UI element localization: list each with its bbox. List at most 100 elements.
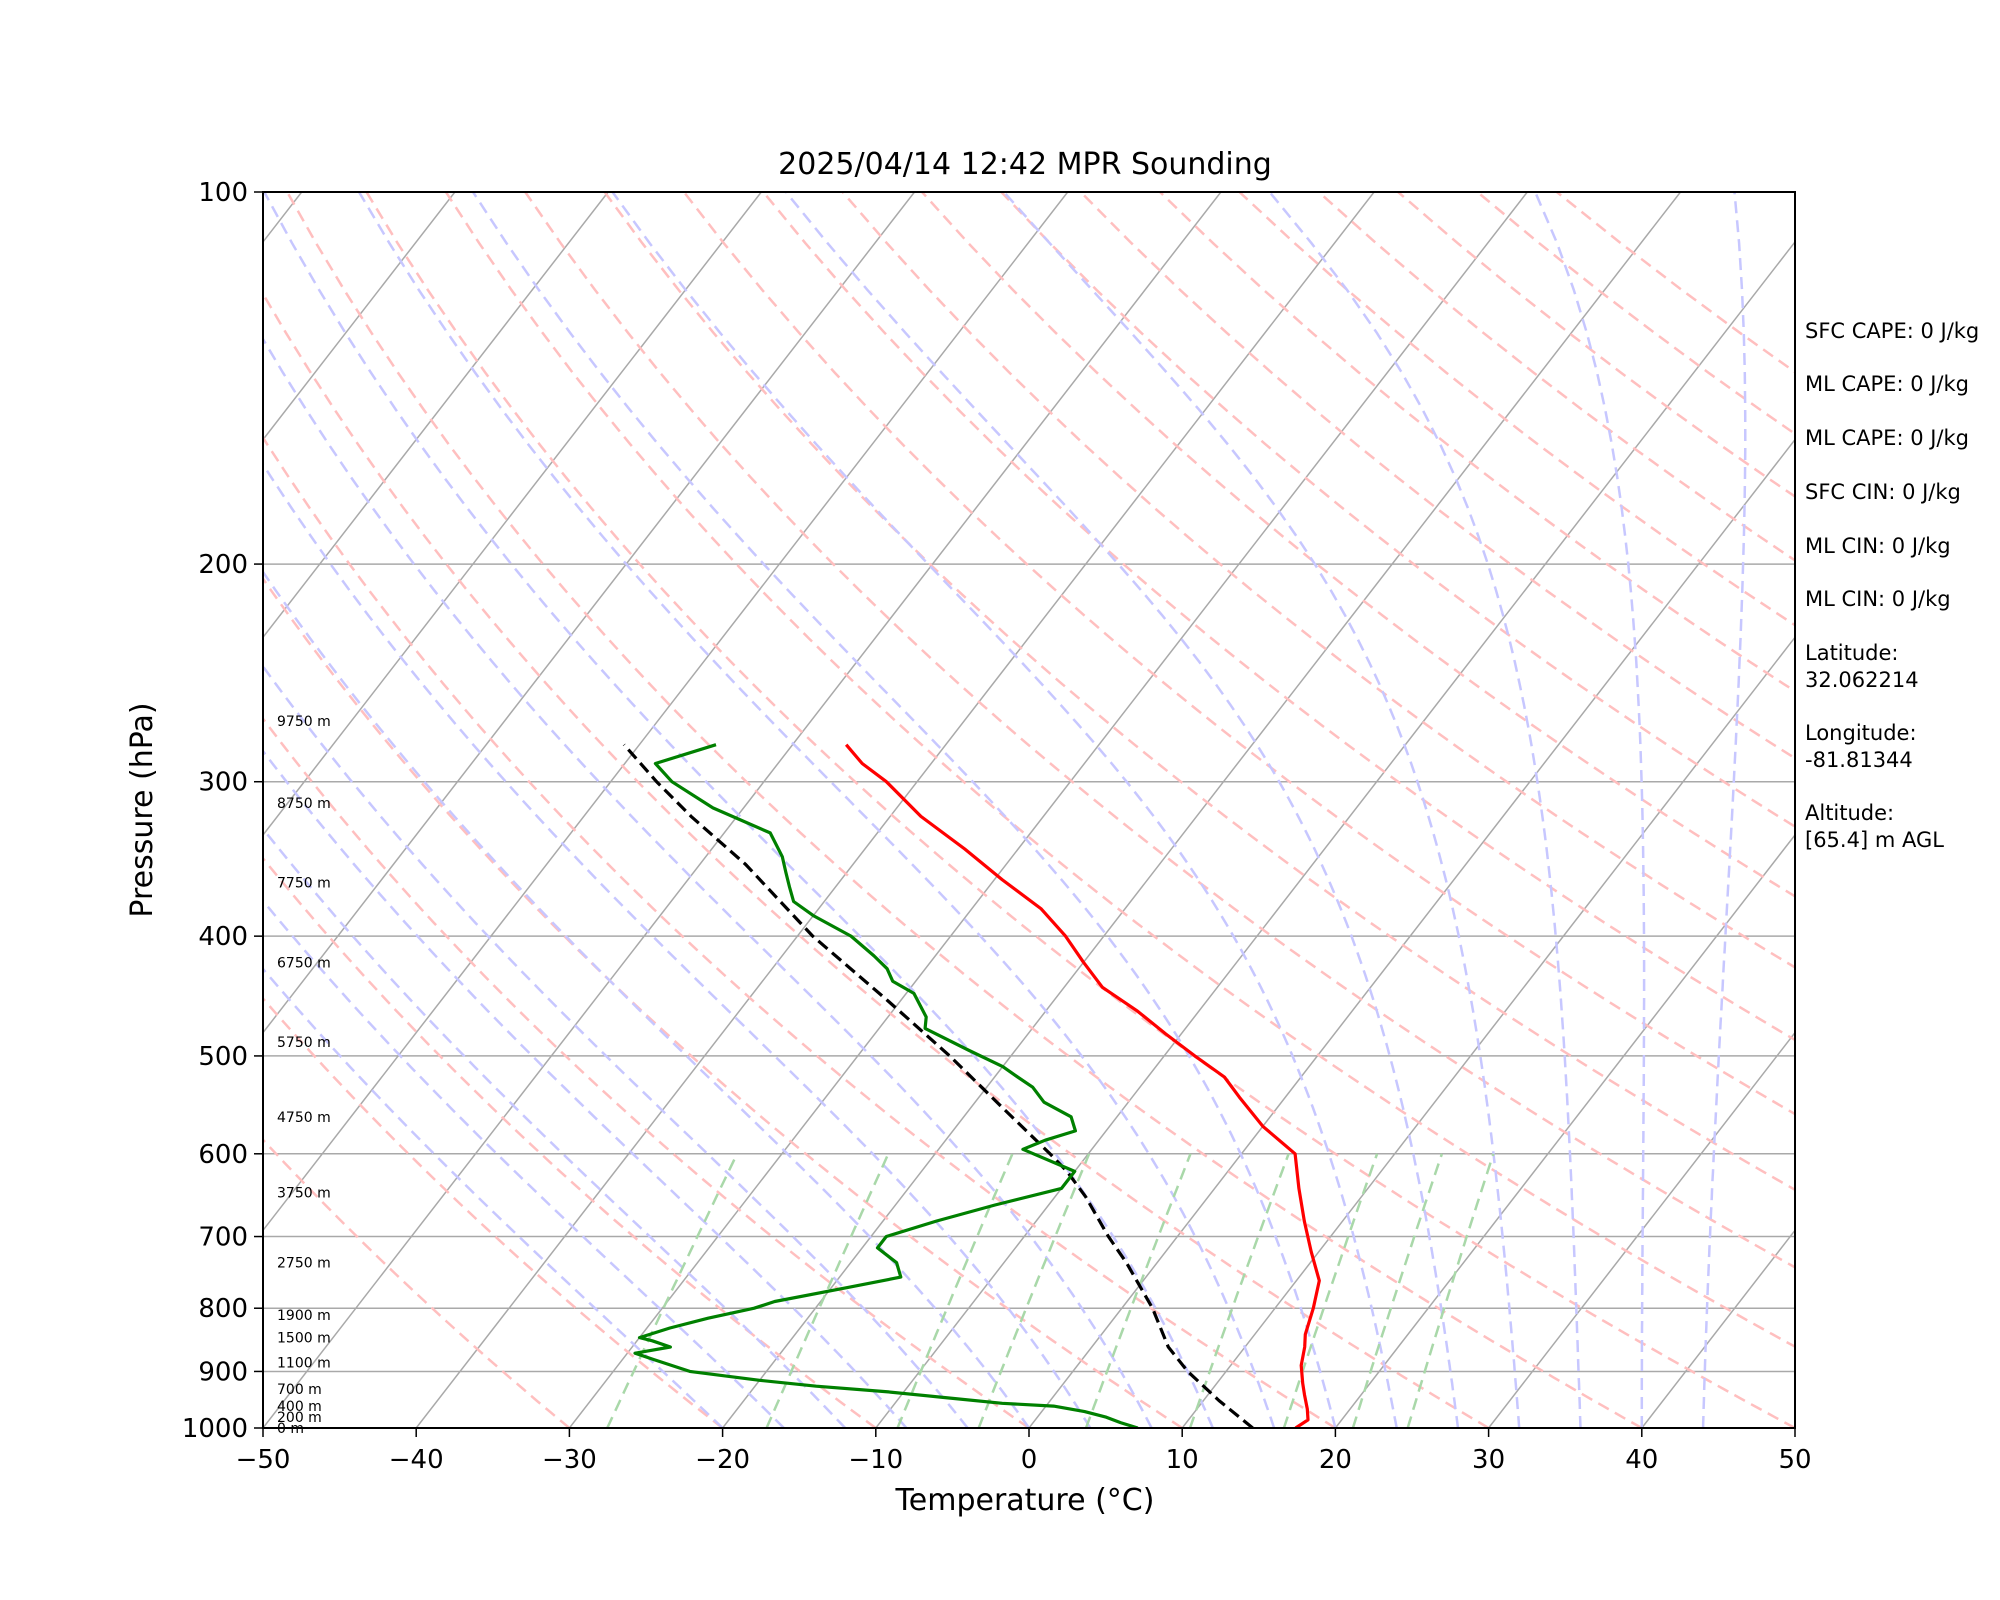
moist-adiabat-line bbox=[263, 336, 1153, 1428]
height-label: 8750 m bbox=[277, 796, 331, 812]
moist-adiabat-line bbox=[263, 967, 724, 1428]
height-label: 9750 m bbox=[277, 714, 331, 730]
dry-adiabat-line bbox=[263, 1137, 571, 1428]
height-label: 6750 m bbox=[277, 955, 331, 971]
isotherm-line bbox=[722, 192, 1682, 1428]
moist-adiabat-line bbox=[263, 826, 847, 1428]
isotherm-line bbox=[263, 192, 609, 639]
height-label: 4750 m bbox=[277, 1110, 331, 1126]
isotherm-line bbox=[263, 192, 762, 837]
info-annotation: Altitude: bbox=[1805, 801, 1894, 825]
y-tick-label: 700 bbox=[198, 1223, 248, 1253]
isotherm-line bbox=[263, 192, 456, 441]
info-annotation: Latitude: bbox=[1805, 641, 1899, 665]
x-tick-label: 20 bbox=[1319, 1445, 1352, 1475]
profiles bbox=[622, 743, 1321, 1428]
parcel-profile-line bbox=[622, 743, 1254, 1428]
y-tick-label: 1000 bbox=[182, 1414, 248, 1444]
info-annotation: ML CIN: 0 J/kg bbox=[1805, 534, 1951, 558]
height-label: 1100 m bbox=[277, 1355, 331, 1371]
moist-adiabat-line bbox=[1002, 192, 1521, 1428]
isotherm-line bbox=[1488, 1031, 1795, 1428]
height-label: 2750 m bbox=[277, 1256, 331, 1272]
mixing-ratio-line bbox=[1282, 1153, 1379, 1428]
isotherm-line bbox=[263, 192, 916, 1034]
isotherm-line bbox=[1028, 438, 1795, 1428]
dry-adiabat-line bbox=[263, 996, 724, 1428]
height-label: 7750 m bbox=[277, 876, 331, 892]
dry-adiabat-line bbox=[1159, 192, 1795, 693]
moist-adiabat-line bbox=[784, 192, 1460, 1428]
axes: −50 −40 −30 −20 −10 0 10 20 30 40 50 100 200 300 400 50… bbox=[182, 178, 1812, 1475]
info-annotation: ML CAPE: 0 J/kg bbox=[1805, 372, 1969, 396]
x-tick-label: 10 bbox=[1166, 1445, 1199, 1475]
background-lines bbox=[263, 192, 1795, 1428]
height-label: 400 m bbox=[277, 1399, 322, 1415]
moist-adiabat-line bbox=[1534, 192, 1646, 1428]
mixing-ratio-line bbox=[1084, 1153, 1192, 1428]
isotherm-line bbox=[875, 240, 1795, 1428]
temperature-line bbox=[844, 743, 1321, 1428]
x-tick-label: 30 bbox=[1472, 1445, 1505, 1475]
x-tick-label: 50 bbox=[1778, 1445, 1811, 1475]
dry-adiabat-line bbox=[603, 192, 1795, 1192]
x-tick-label: 40 bbox=[1625, 1445, 1658, 1475]
x-tick-label: −20 bbox=[695, 1445, 750, 1475]
dry-adiabat-line bbox=[921, 192, 1795, 898]
height-label: 1500 m bbox=[277, 1331, 331, 1347]
chart-title: 2025/04/14 12:42 MPR Sounding bbox=[778, 147, 1272, 182]
info-annotation: SFC CIN: 0 J/kg bbox=[1805, 480, 1961, 504]
height-label: 3750 m bbox=[277, 1186, 331, 1202]
moist-adiabat-line bbox=[263, 192, 1214, 1428]
dry-adiabat-line bbox=[263, 716, 1030, 1428]
mixing-ratio-line bbox=[896, 1153, 1014, 1428]
y-axis-label: Pressure (hPa) bbox=[125, 702, 160, 917]
y-tick-label: 400 bbox=[198, 922, 248, 952]
moist-adiabat-line bbox=[263, 749, 908, 1428]
dry-adiabat-line bbox=[286, 192, 1643, 1428]
isotherm-line bbox=[415, 192, 1375, 1428]
moist-adiabat-line bbox=[263, 569, 1031, 1428]
moist-adiabat-line bbox=[1268, 192, 1582, 1428]
x-tick-label: −40 bbox=[389, 1445, 444, 1475]
plot-frame bbox=[262, 191, 1796, 1429]
mixing-ratio-line bbox=[765, 1153, 890, 1428]
info-annotation: SFC CAPE: 0 J/kg bbox=[1805, 319, 1979, 343]
height-label: 1900 m bbox=[277, 1308, 331, 1324]
moist-adiabat-line bbox=[611, 192, 1398, 1428]
dry-adiabat-line bbox=[263, 291, 1490, 1428]
mixing-ratio-line bbox=[1351, 1153, 1444, 1428]
x-tick-label: −50 bbox=[236, 1445, 291, 1475]
y-tick-label: 100 bbox=[198, 178, 248, 208]
y-tick-label: 300 bbox=[198, 768, 248, 798]
isotherm-line bbox=[1334, 833, 1795, 1428]
info-panel: SFC CAPE: 0 J/kg ML CAPE: 0 J/kg ML CAPE: … bbox=[1805, 319, 1979, 852]
moist-adiabat-line bbox=[263, 898, 785, 1428]
dry-adiabat-line bbox=[263, 576, 1183, 1428]
dewpoint-line bbox=[633, 743, 1139, 1428]
info-annotation: ML CIN: 0 J/kg bbox=[1805, 587, 1951, 611]
info-annotation: 32.062214 bbox=[1805, 668, 1919, 692]
isotherm-line bbox=[263, 192, 1069, 1232]
x-tick-label: −10 bbox=[848, 1445, 903, 1475]
mixing-ratio-line bbox=[1188, 1153, 1290, 1428]
x-tick-label: 0 bbox=[1021, 1445, 1038, 1475]
dry-adiabat-line bbox=[682, 192, 1795, 1116]
moist-adiabat-line bbox=[263, 462, 1092, 1428]
moist-adiabat-line bbox=[263, 664, 969, 1428]
height-label: 0 m bbox=[277, 1421, 304, 1437]
y-tick-label: 800 bbox=[198, 1294, 248, 1324]
moist-adiabat-line bbox=[357, 192, 1276, 1428]
info-annotation: -81.81344 bbox=[1805, 748, 1913, 772]
mixing-ratio-line bbox=[606, 1153, 739, 1428]
isotherm-line bbox=[568, 192, 1528, 1428]
height-label: 200 m bbox=[277, 1410, 322, 1426]
info-annotation: Longitude: bbox=[1805, 721, 1917, 745]
info-annotation: [65.4] m AGL bbox=[1805, 828, 1944, 852]
mixing-ratio-line bbox=[1406, 1153, 1495, 1428]
dry-adiabat-line bbox=[365, 192, 1795, 1428]
y-tick-label: 900 bbox=[198, 1357, 248, 1387]
mixing-ratio-line bbox=[977, 1153, 1091, 1428]
dry-adiabat-line bbox=[263, 435, 1337, 1428]
